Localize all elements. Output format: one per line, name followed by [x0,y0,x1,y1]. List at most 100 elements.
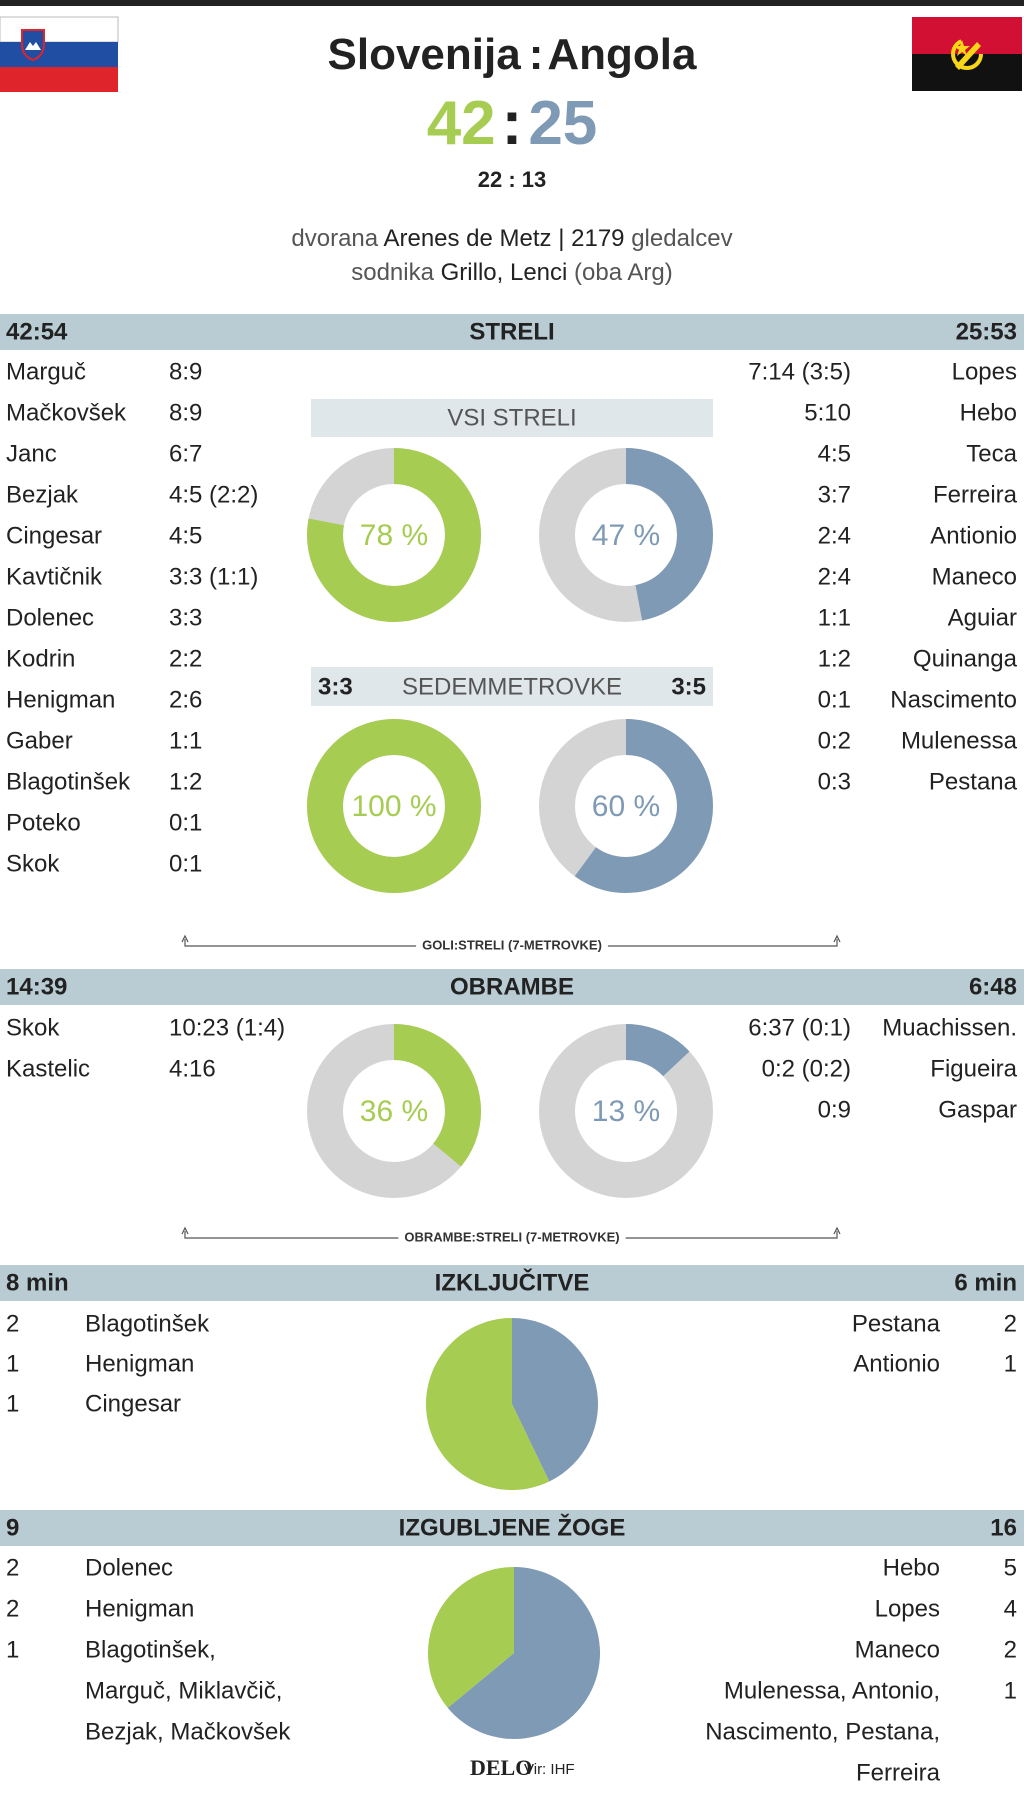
player-stat: 6:37 (0:1) [748,1014,851,1041]
subsection-title: SEDEMMETROVKE [402,673,622,700]
separator: : [529,30,544,79]
donut-segment [539,448,713,622]
home-total: 8 min [6,1269,69,1296]
player-name: Pestana [852,1310,941,1337]
player-name: Quinanga [913,645,1018,672]
venue-label: dvorana [291,225,378,252]
match-title: Slovenija:Angola [328,30,697,79]
away-seven-total: 3:5 [671,673,706,700]
player-stat: 10:23 (1:4) [169,1014,285,1041]
player-stat: 3:3 [169,604,202,631]
player-name: Teca [966,440,1017,467]
player-name: Figueira [930,1055,1017,1082]
brand: DELO [470,1755,532,1780]
pie-slice [428,1567,514,1708]
player-stat: 4:5 [818,440,851,467]
away-total: 6:48 [969,973,1017,1000]
player-name: Lopes [952,358,1017,385]
player-stat: 8:9 [169,358,202,385]
player-name: Cingesar [85,1390,181,1417]
player-name: Nascimento [890,686,1017,713]
donut-segment [539,1024,713,1198]
away-score: 25 [528,89,597,158]
player-stat: 6:7 [169,440,202,467]
home-seven-total: 3:3 [318,673,353,700]
home-team: Slovenija [328,30,522,79]
player-stat: 2:2 [169,645,202,672]
venue-suffix: gledalcev [631,225,732,252]
donut-label: 60 % [592,790,660,823]
section-bar [0,314,1024,350]
home-total: 9 [6,1514,19,1541]
away-total: 6 min [954,1269,1017,1296]
player-name: Marguč, Miklavčič, [85,1677,282,1704]
player-stat: 1:2 [818,645,851,672]
count: 1 [6,1390,19,1417]
player-name: Maneco [932,563,1017,590]
home-total: 14:39 [6,973,67,1000]
player-name: Mulenessa, Antonio, [724,1677,940,1704]
donut-label: 36 % [360,1095,428,1128]
player-name: Bezjak [6,481,79,508]
referees-suffix: (oba Arg) [574,259,673,286]
count: 1 [1004,1677,1017,1704]
pie-slice [512,1318,598,1482]
player-stat: 0:1 [169,809,202,836]
player-name: Kavtičnik [6,563,103,590]
count: 4 [1004,1595,1017,1622]
player-name: Mačkovšek [6,399,127,426]
halftime-score: 22 : 13 [478,167,547,192]
referees-value: Grillo, Lenci [441,259,568,286]
referees-label: sodnika [351,259,434,286]
note-background [398,1229,626,1245]
player-name: Janc [6,440,57,467]
player-stat: 0:9 [818,1096,851,1123]
player-stat: 1:1 [169,727,202,754]
player-stat: 3:3 (1:1) [169,563,258,590]
note: OBRAMBE:STRELI (7-METROVKE) [404,1229,619,1244]
player-stat: 0:2 [818,727,851,754]
source: Vir: IHF [524,1761,575,1778]
section-title: IZKLJUČITVE [435,1268,590,1296]
player-stat: 4:5 [169,522,202,549]
player-name: Nascimento, Pestana, [705,1718,940,1745]
player-stat: 0:2 (0:2) [762,1055,851,1082]
flag-slovenia [0,16,119,92]
player-name: Hebo [883,1554,940,1581]
player-name: Ferreira [933,481,1018,508]
player-name: Gaspar [938,1096,1017,1123]
note: GOLI:STRELI (7-METROVKE) [422,937,602,952]
score-separator: : [502,89,523,158]
player-stat: 4:5 (2:2) [169,481,258,508]
note-background [416,937,608,953]
player-name: Kastelic [6,1055,90,1082]
top-bar [0,0,1024,6]
final-score: 42:25 [427,89,598,158]
subsection-box [311,399,713,437]
venue-value: Arenes de Metz | 2179 [383,225,624,252]
player-name: Pestana [929,768,1018,795]
count: 2 [1004,1310,1017,1337]
player-name: Blagotinšek [85,1310,210,1337]
player-stat: 2:4 [818,563,851,590]
section-title: OBRAMBE [450,973,574,1000]
player-name: Hebo [960,399,1017,426]
donut-label: 13 % [592,1095,660,1128]
player-name: Skok [6,850,60,877]
player-name: Dolenec [85,1554,173,1581]
count: 2 [6,1554,19,1581]
section-bar [0,1510,1024,1546]
referees: sodnika Grillo, Lenci (oba Arg) [351,259,673,286]
player-name: Antionio [853,1350,940,1377]
player-name: Maneco [855,1636,940,1663]
player-name: Cingesar [6,522,102,549]
venue: dvorana Arenes de Metz | 2179 gledalcev [291,225,732,252]
flag-angola [912,17,1022,91]
player-name: Blagotinšek, [85,1636,216,1663]
count: 2 [1004,1636,1017,1663]
player-stat: 2:4 [818,522,851,549]
donut-label: 47 % [592,519,660,552]
player-stat: 1:1 [818,604,851,631]
player-stat: 3:7 [818,481,851,508]
